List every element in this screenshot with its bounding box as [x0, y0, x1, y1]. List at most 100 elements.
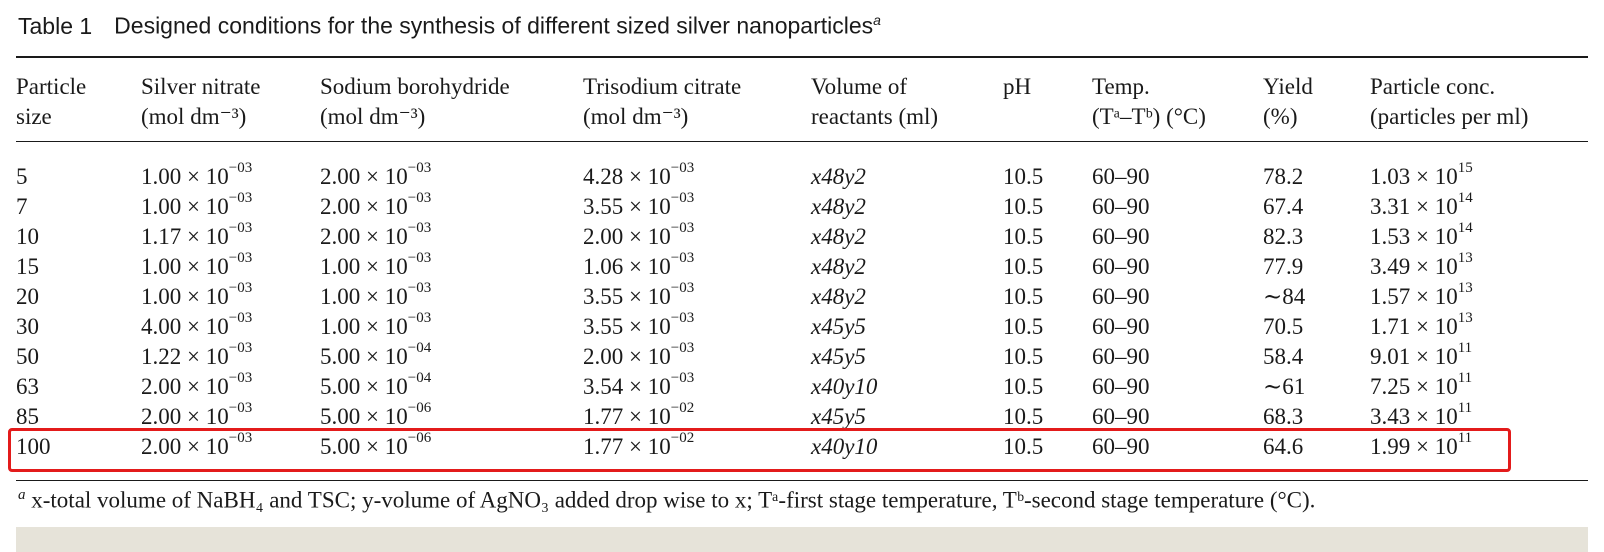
header-rule — [16, 141, 1588, 142]
cell-trisodium-citrate-exponent: −03 — [670, 160, 695, 177]
cell-silver-nitrate: 2.00 × 10−03 — [141, 370, 253, 402]
header-yield: Yield (%) — [1263, 74, 1313, 129]
cell-particle-size: 7 — [16, 194, 28, 219]
cell-silver-nitrate: 1.00 × 10−03 — [141, 250, 253, 282]
cell-silver-nitrate: 1.17 × 10−03 — [141, 221, 252, 252]
header-volume: Volume of reactants (ml) — [811, 74, 939, 129]
cell-silver-nitrate-exponent: −03 — [228, 250, 253, 267]
cell-trisodium-citrate-mantissa: 3.55 × 10 — [583, 314, 671, 339]
cell-trisodium-citrate: 3.55 × 10−03 — [583, 280, 695, 312]
cell-yield: 68.3 — [1263, 404, 1304, 429]
cell-sodium-borohydride-mantissa: 2.00 × 10 — [320, 224, 408, 249]
cell-silver-nitrate: 1.00 × 10−03 — [141, 161, 252, 192]
cell-trisodium-citrate: 1.77 × 10−02 — [583, 431, 694, 462]
cell-sodium-borohydride-mantissa: 5.00 × 10 — [320, 404, 408, 429]
cell-ph: 10.5 — [1003, 434, 1044, 459]
header-sodium-borohydride: Sodium borohydride (mol dm⁻³) — [320, 74, 510, 129]
cell-particle-conc-exponent: 13 — [1457, 250, 1473, 267]
cell-trisodium-citrate-mantissa: 3.55 × 10 — [583, 284, 671, 309]
cell-particle-conc-exponent: 11 — [1457, 430, 1473, 447]
cell-temp: 60–90 — [1092, 434, 1150, 459]
cell-trisodium-citrate-exponent: −03 — [670, 220, 695, 237]
cell-trisodium-citrate-exponent: −03 — [670, 310, 695, 327]
cell-trisodium-citrate-exponent: −03 — [670, 280, 695, 297]
cell-temp: 60–90 — [1092, 314, 1150, 339]
cell-sodium-borohydride-exponent: −06 — [407, 430, 432, 447]
cell-sodium-borohydride-mantissa: 1.00 × 10 — [320, 314, 408, 339]
cell-ph: 10.5 — [1003, 374, 1044, 399]
cell-silver-nitrate: 4.00 × 10−03 — [141, 311, 252, 342]
cell-volume: x45y5 — [811, 314, 866, 339]
table-row: 5 1.00 × 10−03 2.00 × 10−03 4.28 × 10−03 x48… — [0, 160, 1604, 192]
caption-footnote-marker: a — [873, 12, 881, 28]
cell-particle-size: 100 — [16, 434, 51, 459]
cell-trisodium-citrate-exponent: −03 — [670, 190, 695, 207]
cell-ph: 10.5 — [1003, 314, 1044, 339]
cell-particle-conc: 9.01 × 1011 — [1370, 340, 1473, 372]
cell-volume: x40y10 — [811, 374, 878, 399]
cell-particle-conc: 1.71 × 1013 — [1370, 311, 1473, 342]
cell-volume: x48y2 — [811, 224, 866, 249]
cell-sodium-borohydride-mantissa: 2.00 × 10 — [320, 164, 408, 189]
table-row: 30 4.00 × 10−03 1.00 × 10−03 3.55 × 10−03 x4… — [0, 310, 1604, 342]
cell-particle-conc-mantissa: 1.71 × 10 — [1370, 314, 1458, 339]
cell-silver-nitrate-exponent: −03 — [228, 340, 253, 357]
cell-ph: 10.5 — [1003, 164, 1044, 189]
cell-temp: 60–90 — [1092, 374, 1150, 399]
cell-particle-size: 30 — [16, 314, 39, 339]
cell-sodium-borohydride: 5.00 × 10−06 — [320, 430, 432, 462]
cell-sodium-borohydride-mantissa: 1.00 × 10 — [320, 254, 408, 279]
cell-particle-conc-mantissa: 1.53 × 10 — [1370, 224, 1458, 249]
cell-trisodium-citrate-mantissa: 1.77 × 10 — [583, 434, 671, 459]
cell-particle-size: 20 — [16, 284, 39, 309]
cell-yield: 78.2 — [1263, 164, 1304, 189]
cell-silver-nitrate-exponent: −03 — [228, 400, 253, 417]
cell-particle-size: 15 — [16, 254, 39, 279]
cell-sodium-borohydride: 1.00 × 10−03 — [320, 280, 432, 312]
cell-particle-size: 50 — [16, 344, 39, 369]
footnote-text: x-total volume of NaBH₄ and TSC; y-volum… — [31, 487, 1316, 513]
cell-sodium-borohydride-exponent: −03 — [407, 220, 432, 237]
cell-silver-nitrate-mantissa: 1.00 × 10 — [141, 284, 229, 309]
cell-particle-conc: 1.53 × 1014 — [1370, 221, 1473, 252]
cell-silver-nitrate: 2.00 × 10−03 — [141, 400, 253, 432]
top-rule — [16, 56, 1588, 58]
cell-sodium-borohydride-mantissa: 5.00 × 10 — [320, 374, 408, 399]
cell-silver-nitrate-exponent: −03 — [228, 430, 253, 447]
cell-trisodium-citrate: 2.00 × 10−03 — [583, 341, 694, 372]
cell-trisodium-citrate-mantissa: 4.28 × 10 — [583, 164, 671, 189]
cell-particle-size: 85 — [16, 404, 39, 429]
cell-silver-nitrate-mantissa: 4.00 × 10 — [141, 314, 229, 339]
cell-particle-conc-exponent: 11 — [1457, 400, 1473, 417]
cell-sodium-borohydride-mantissa: 2.00 × 10 — [320, 194, 408, 219]
cell-particle-conc-mantissa: 1.03 × 10 — [1370, 164, 1458, 189]
cell-volume: x45y5 — [811, 404, 866, 429]
footnote-marker: a — [18, 487, 26, 503]
cell-silver-nitrate-exponent: −03 — [228, 370, 253, 387]
cell-temp: 60–90 — [1092, 404, 1150, 429]
bottom-rule — [16, 480, 1588, 481]
highlight-box — [8, 428, 1511, 472]
cell-silver-nitrate-mantissa: 1.00 × 10 — [141, 164, 229, 189]
cell-silver-nitrate-mantissa: 2.00 × 10 — [141, 434, 229, 459]
table-row: 10 1.17 × 10−03 2.00 × 10−03 2.00 × 10−03 x4… — [0, 220, 1604, 252]
cell-particle-conc: 1.03 × 1015 — [1370, 161, 1473, 192]
table-label: Table 1 — [18, 12, 93, 39]
cell-particle-size: 5 — [16, 164, 28, 189]
cell-trisodium-citrate: 1.77 × 10−02 — [583, 401, 694, 432]
cell-sodium-borohydride-exponent: −03 — [407, 310, 432, 327]
cell-sodium-borohydride: 1.00 × 10−03 — [320, 310, 432, 342]
cell-trisodium-citrate: 2.00 × 10−03 — [583, 220, 695, 252]
cell-sodium-borohydride-exponent: −03 — [407, 280, 432, 297]
cell-sodium-borohydride: 2.00 × 10−03 — [320, 161, 431, 192]
cell-ph: 10.5 — [1003, 404, 1044, 429]
cell-particle-conc-exponent: 11 — [1457, 340, 1473, 357]
cell-sodium-borohydride: 5.00 × 10−04 — [320, 340, 432, 372]
cell-particle-conc: 3.43 × 1011 — [1370, 400, 1473, 432]
cell-temp: 60–90 — [1092, 194, 1150, 219]
cell-yield: ∼61 — [1263, 374, 1306, 399]
cell-sodium-borohydride-exponent: −04 — [407, 340, 432, 357]
cell-particle-conc: 7.25 × 1011 — [1370, 371, 1472, 402]
cell-volume: x48y2 — [811, 164, 866, 189]
header-temp: Temp. (Tᵃ–Tᵇ) (°C) — [1092, 74, 1206, 129]
